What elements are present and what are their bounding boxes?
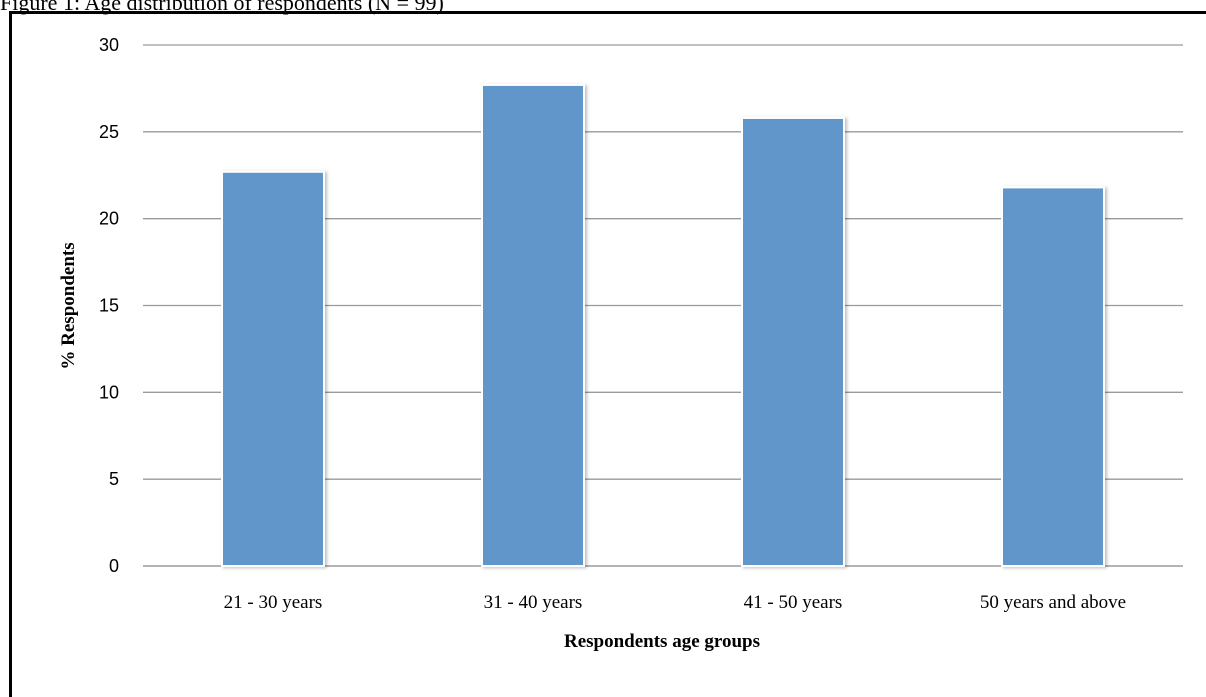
y-tick-label: 20 [99,209,119,229]
y-tick-label: 0 [109,556,119,576]
y-tick-label: 5 [109,469,119,489]
bars [221,83,1105,568]
x-tick-label: 50 years and above [980,592,1126,613]
x-tick-label: 41 - 50 years [744,592,843,613]
x-axis-title: Respondents age groups [564,631,760,652]
y-tick-label: 25 [99,122,119,142]
bar [481,83,585,568]
x-tick-label: 21 - 30 years [224,592,323,613]
bar [741,116,845,567]
x-tick-labels: 21 - 30 years 31 - 40 years 41 - 50 years 5… [224,592,1126,613]
y-tick-labels: 0 5 10 15 20 25 30 [99,35,119,576]
y-tick-label: 30 [99,35,119,55]
y-tick-label: 15 [99,296,119,316]
bar [221,170,325,567]
y-tick-label: 10 [99,382,119,402]
x-tick-label: 31 - 40 years [484,592,583,613]
y-axis-title: % Respondents [58,242,79,369]
chart-frame [9,11,1206,697]
bar [1001,186,1105,567]
